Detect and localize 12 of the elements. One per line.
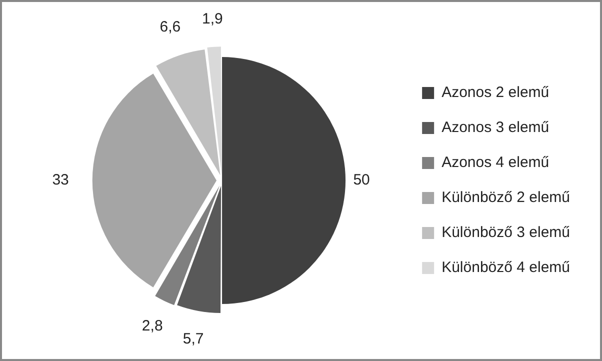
data-label: 33 bbox=[52, 172, 69, 189]
data-label: 50 bbox=[353, 172, 370, 189]
legend-label: Azonos 2 elemű bbox=[442, 84, 550, 102]
legend-label: Különböző 2 elemű bbox=[442, 189, 570, 206]
data-label: 2,8 bbox=[142, 317, 163, 334]
legend-label: Különböző 3 elemű bbox=[442, 224, 570, 242]
data-label: 5,7 bbox=[182, 330, 204, 348]
legend-label: Azonos 4 elemű bbox=[442, 154, 550, 172]
legend-label: Azonos 3 elemű bbox=[442, 119, 550, 136]
data-label: 1,9 bbox=[202, 10, 223, 28]
data-label: 6,6 bbox=[160, 18, 181, 36]
legend-label: Különböző 4 elemű bbox=[442, 259, 570, 276]
